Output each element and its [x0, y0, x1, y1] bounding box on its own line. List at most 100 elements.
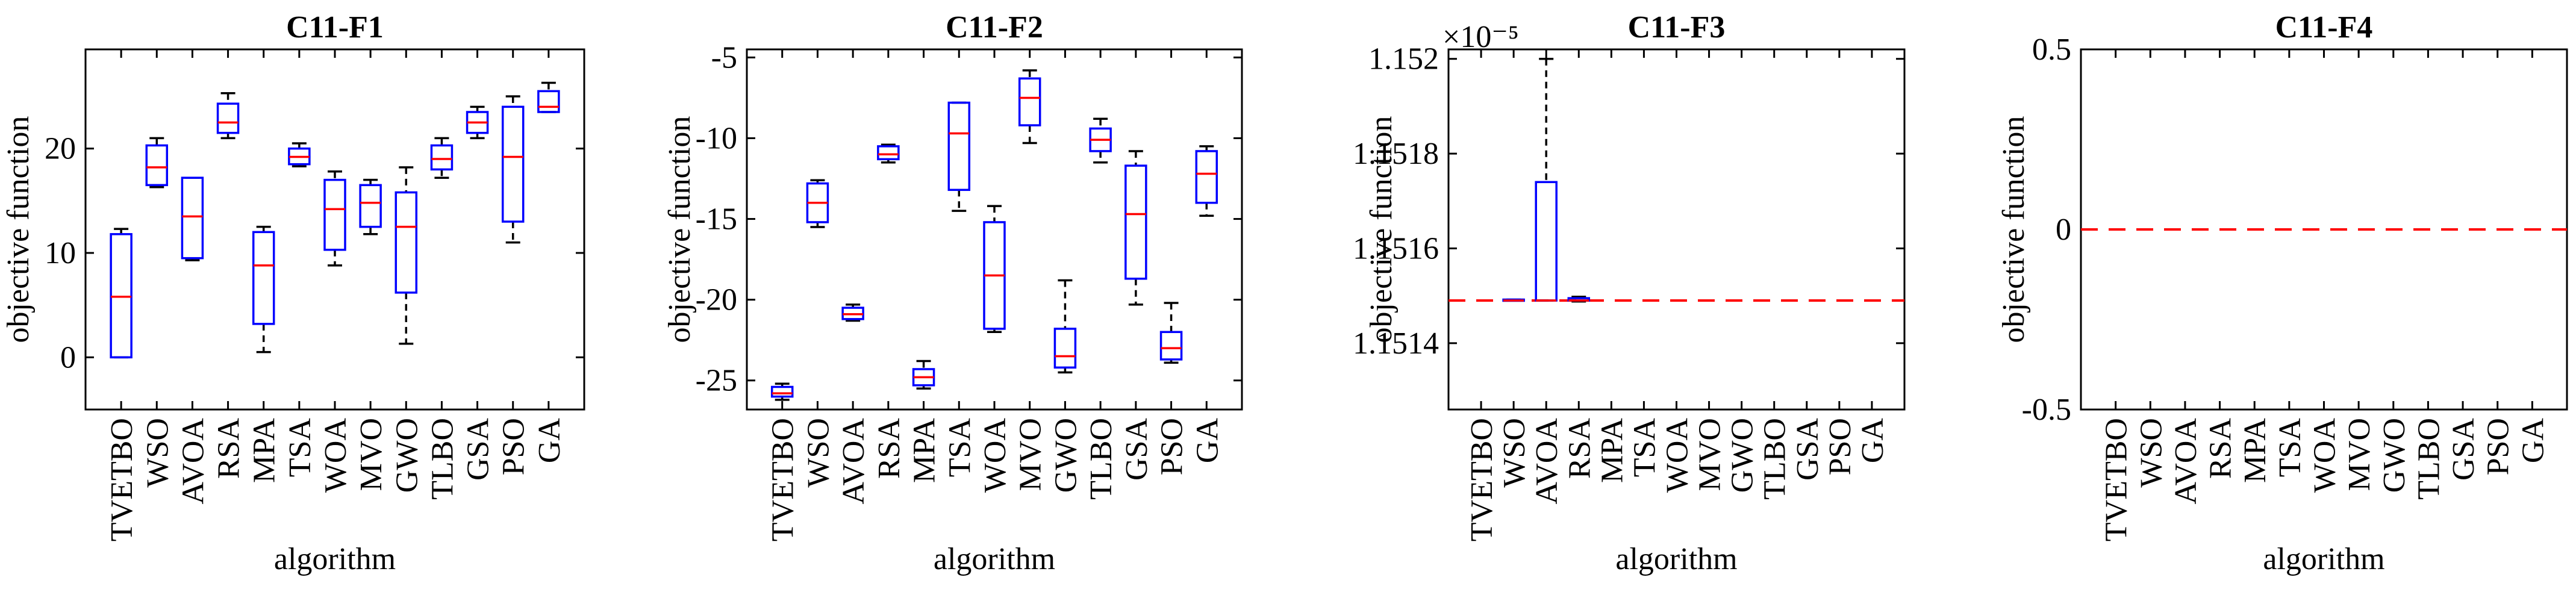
box-iqr: [770, 385, 794, 398]
x-tick-label: TLBO: [425, 418, 460, 500]
x-tick-label: WOA: [2308, 418, 2342, 493]
x-tick-label: MVO: [1014, 418, 1048, 491]
y-tick-label: -25: [696, 364, 737, 398]
x-tick-label: WOA: [319, 418, 353, 493]
box-iqr: [145, 144, 169, 187]
box-GWO: [1053, 279, 1077, 374]
x-tick-label: WSO: [1497, 418, 1532, 488]
box-GSA: [1124, 150, 1147, 306]
box-GSA: [466, 105, 489, 140]
box-iqr: [216, 102, 240, 134]
y-tick-label: 1.152: [1368, 42, 1439, 76]
x-tick-label: GSA: [1791, 418, 1825, 481]
box-MPA: [252, 225, 275, 354]
box-MPA: [912, 360, 935, 390]
box-iqr: [1535, 181, 1558, 302]
x-tick-label: TVETBO: [766, 418, 800, 541]
x-tick-label: WOA: [978, 418, 1012, 493]
x-tick-label: TSA: [283, 418, 317, 478]
y-tick-label: 1.1516: [1353, 231, 1439, 266]
box-RSA: [877, 143, 900, 164]
x-tick-label: RSA: [2204, 418, 2238, 479]
box-WSO: [1502, 298, 1525, 302]
box-WOA: [983, 205, 1006, 334]
x-tick-label: MVO: [2342, 418, 2377, 491]
box-TVETBO: [770, 382, 794, 401]
y-axis-label: objective function: [1, 116, 36, 343]
x-tick-label: MVO: [354, 418, 388, 491]
plot-area-frame: [1447, 48, 1906, 411]
box-AVOA: [1535, 57, 1558, 302]
x-tick-label: AVOA: [176, 418, 210, 505]
box-iqr: [501, 105, 525, 223]
x-tick-label: GWO: [1726, 418, 1760, 493]
panel-title: C11-F3: [1628, 10, 1726, 45]
x-tick-label: TSA: [2273, 418, 2307, 478]
box-AVOA: [181, 176, 204, 261]
x-tick-label: RSA: [1562, 418, 1597, 479]
x-tick-label: GSA: [461, 418, 496, 481]
box-iqr: [1124, 164, 1147, 280]
x-tick-label: RSA: [212, 418, 246, 479]
y-tick-label: -20: [696, 283, 737, 317]
box-iqr: [395, 191, 418, 294]
box-iqr: [1053, 328, 1077, 369]
box-MVO: [359, 178, 382, 235]
x-tick-label: PSO: [1155, 418, 1190, 475]
panel-title: C11-F1: [286, 10, 384, 45]
y-tick-label: 0: [2056, 213, 2071, 247]
box-RSA: [216, 92, 240, 140]
x-tick-label: TSA: [1627, 418, 1662, 478]
box-PSO: [1159, 302, 1183, 364]
plot-area-frame: [84, 48, 585, 411]
x-tick-label: TVETBO: [1465, 418, 1499, 541]
x-tick-label: PSO: [1823, 418, 1857, 475]
box-iqr: [1159, 331, 1183, 361]
x-tick-label: GWO: [390, 418, 424, 493]
x-tick-label: PSO: [497, 418, 531, 475]
box-GA: [1195, 145, 1218, 217]
panel-4: -0.5 0 0.5 TVETBO WSO AVOA RSA MPA TSA WOA MVO GWO T…: [1997, 10, 2568, 576]
x-tick-label: RSA: [872, 418, 906, 479]
panel-1: 0 10 20 TVETBO WSO AVOA RSA MPA TSA WOA MVO GWO TLBO…: [1, 10, 585, 576]
x-tick-label: GA: [2516, 418, 2550, 464]
box-iqr: [430, 144, 454, 171]
y-axis-label: objective function: [1997, 116, 2031, 343]
box-iqr: [323, 178, 346, 251]
box-TLBO: [430, 137, 454, 179]
box-PSO: [501, 95, 525, 244]
plot-area-frame: [2080, 48, 2568, 411]
x-tick-label: GA: [1856, 418, 1890, 464]
box-RSA: [1567, 295, 1591, 303]
y-tick-label: 10: [45, 236, 76, 270]
plot-area-frame: [746, 48, 1243, 411]
x-tick-label: GWO: [1049, 418, 1083, 493]
y-axis-label: objective function: [663, 116, 697, 343]
x-tick-label: WSO: [140, 418, 175, 488]
x-tick-label: TSA: [943, 418, 977, 478]
x-tick-label: AVOA: [1530, 418, 1564, 505]
x-tick-label: GA: [1190, 418, 1224, 464]
x-tick-label: MPA: [248, 418, 282, 483]
x-tick-label: WSO: [2134, 418, 2168, 488]
x-tick-label: MPA: [1595, 418, 1629, 483]
y-tick-label: 20: [45, 132, 76, 166]
box-iqr: [181, 176, 204, 260]
panel-title: C11-F2: [946, 10, 1043, 45]
x-tick-label: MPA: [2238, 418, 2272, 483]
x-tick-label: AVOA: [2169, 418, 2203, 505]
x-axis-label: algorithm: [2263, 542, 2384, 576]
box-iqr: [1195, 150, 1218, 204]
box-WOA: [323, 170, 346, 267]
box-iqr: [252, 231, 275, 325]
y-tick-label: -0.5: [2022, 393, 2071, 427]
box-AVOA: [841, 303, 864, 322]
y-tick-label: -5: [711, 40, 737, 75]
x-tick-label: MPA: [908, 418, 942, 483]
box-iqr: [537, 90, 560, 113]
y-tick-label: -10: [696, 121, 737, 155]
y-tick-label: 1.1514: [1353, 326, 1439, 361]
y-tick-label: 1.1518: [1353, 137, 1439, 171]
x-tick-label: WOA: [1661, 418, 1695, 493]
